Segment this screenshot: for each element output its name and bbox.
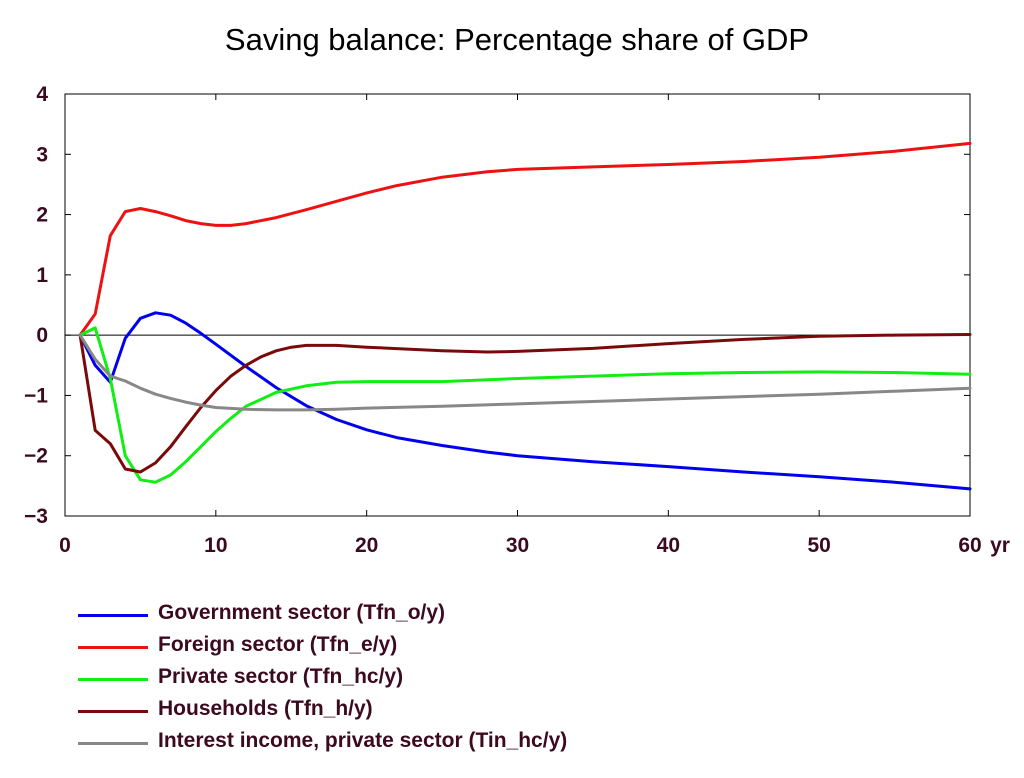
series-line-3 — [78, 326, 972, 484]
legend-swatch — [78, 678, 148, 681]
x-tick-label: 50 — [807, 534, 830, 557]
y-tick-label: 3 — [36, 143, 48, 166]
y-tick-label: −1 — [24, 384, 48, 407]
x-tick-label: 10 — [204, 534, 227, 557]
series-layer — [78, 141, 972, 491]
legend-swatch — [78, 614, 148, 617]
x-tick-label: 20 — [355, 534, 378, 557]
legend-label: Households (Tfn_h/y) — [158, 697, 373, 720]
legend-label: Interest income, private sector (Tin_hc/… — [158, 729, 568, 752]
y-tick-label: −2 — [24, 445, 48, 468]
y-tick-label: 1 — [36, 264, 48, 287]
legend-label: Government sector (Tfn_o/y) — [158, 601, 446, 624]
y-tick-label: 4 — [36, 83, 48, 106]
series-line-1 — [78, 311, 972, 491]
series-line-5 — [78, 333, 972, 412]
legend-swatch — [78, 646, 148, 649]
y-tick-label: 2 — [36, 204, 48, 227]
legend-label: Foreign sector (Tfn_e/y) — [158, 633, 398, 656]
y-tick-label: 0 — [36, 324, 48, 347]
legend-swatch — [78, 710, 148, 713]
x-tick-label: 60 — [958, 534, 981, 557]
legend-swatch — [78, 742, 148, 745]
x-tick-label: 30 — [506, 534, 529, 557]
x-tick-label: 40 — [657, 534, 680, 557]
chart-title: Saving balance: Percentage share of GDP — [224, 22, 810, 57]
y-tick-label: −3 — [24, 505, 48, 528]
x-axis-unit-label: yr — [990, 534, 1010, 557]
series-line-2 — [78, 141, 972, 337]
x-tick-label: 0 — [59, 534, 71, 557]
series-line-4 — [78, 333, 972, 474]
legend-label: Private sector (Tfn_hc/y) — [158, 665, 404, 688]
